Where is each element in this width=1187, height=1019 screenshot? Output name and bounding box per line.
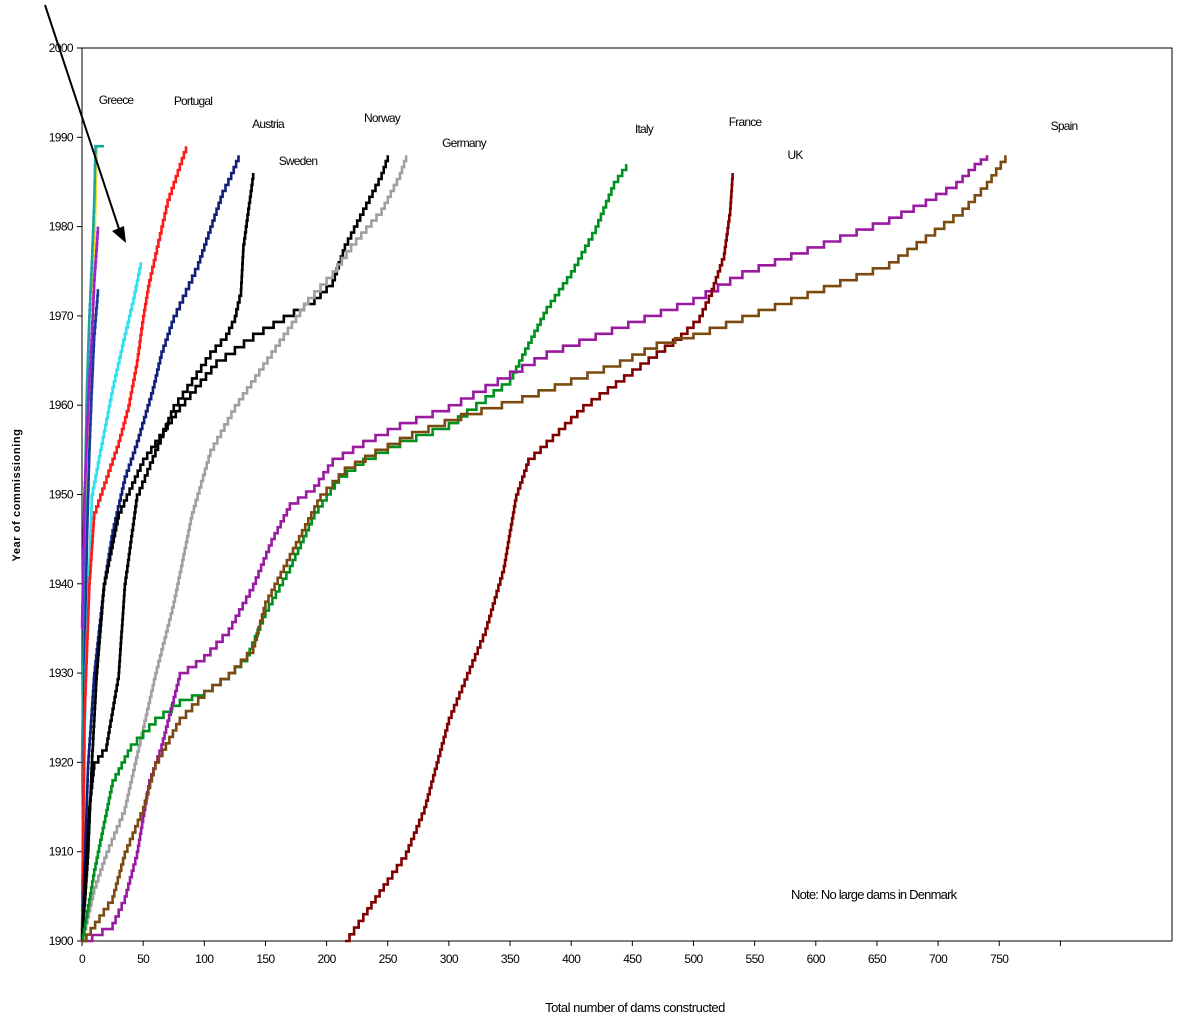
x-tick-label: 300 [440, 952, 459, 966]
series-line-germany [82, 155, 408, 943]
y-tick-label: 1950 [49, 488, 74, 502]
x-tick-label: 700 [929, 952, 948, 966]
series-label-italy: Italy [635, 122, 654, 136]
x-tick-label: 500 [684, 952, 703, 966]
x-tick-label: 550 [746, 952, 765, 966]
series-labels-layer: Greece Portugal Austria Sweden Norway Germany… [99, 93, 1079, 168]
x-tick-label: 150 [256, 952, 275, 966]
series-label-germany: Germany [442, 136, 487, 150]
series-label-portugal: Portugal [174, 94, 212, 108]
y-axis-label: Year of commissioning [11, 428, 23, 561]
x-tick-label: 650 [868, 952, 887, 966]
series-line-italy [81, 164, 628, 943]
series-label-greece: Greece [99, 93, 135, 107]
x-tick-label: 750 [990, 952, 1009, 966]
pointer-arrow-line [44, 4, 123, 239]
x-tick-label: 0 [79, 952, 86, 966]
x-tick-label: 250 [379, 952, 398, 966]
y-tick-label: 1920 [49, 755, 74, 769]
series-line-unlabeled-2 [80, 226, 100, 630]
series-label-france: France [729, 115, 763, 129]
x-tick-label: 100 [195, 952, 214, 966]
y-tick-label: 1970 [49, 309, 74, 323]
y-tick-label: 1930 [49, 666, 74, 680]
series-line-portugal [80, 146, 188, 943]
x-tick-label: 350 [501, 952, 520, 966]
x-tick-label: 50 [137, 952, 150, 966]
y-tick-label: 2000 [49, 41, 74, 55]
series-label-spain: Spain [1051, 119, 1078, 133]
x-tick-label: 450 [623, 952, 642, 966]
y-tick-label: 1960 [49, 398, 74, 412]
x-tick-label: 400 [562, 952, 581, 966]
y-tick-label: 1910 [49, 845, 74, 859]
y-tick-label: 1940 [49, 577, 74, 591]
series-line-france [82, 155, 989, 943]
series-line-uk [344, 173, 734, 943]
pointer-arrow-head [112, 226, 126, 243]
y-tick-label: 1900 [49, 934, 74, 948]
series-label-norway: Norway [364, 111, 401, 125]
y-tick-label: 1990 [49, 130, 74, 144]
series-label-austria: Austria [252, 117, 285, 131]
x-axis-label: Total number of dams constructed [545, 1000, 725, 1015]
x-tick-label: 600 [807, 952, 826, 966]
series-layer [80, 144, 1007, 943]
series-label-sweden: Sweden [279, 154, 318, 168]
y-tick-label: 1980 [49, 220, 74, 234]
ticks-layer: 0 50 100 150 200 250 300 350 400 450 500 550 600 650 7… [49, 41, 1061, 966]
x-tick-label: 200 [317, 952, 336, 966]
series-label-uk: UK [787, 148, 803, 162]
series-line-spain [82, 155, 1007, 943]
note-text: Note: No large dams in Denmark [791, 887, 958, 902]
series-line-norway [81, 155, 390, 943]
